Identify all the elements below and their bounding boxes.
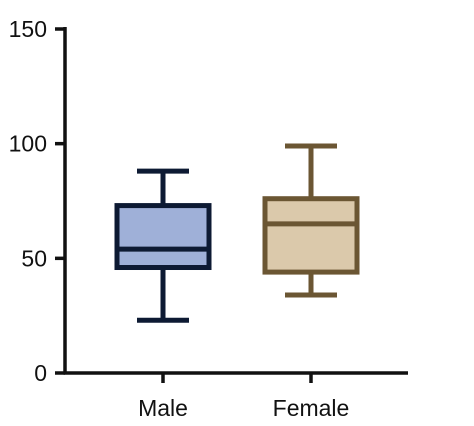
y-tick-label: 0 — [34, 360, 47, 386]
box-iqr — [262, 196, 360, 275]
box-male — [114, 168, 212, 323]
x-category-label-male: Male — [138, 395, 188, 421]
x-category-label-female: Female — [273, 395, 350, 421]
y-tick-label: 100 — [9, 131, 47, 157]
box-female — [262, 143, 360, 298]
y-ticks: 0 50 100 150 — [9, 16, 65, 386]
x-category-labels: Male Female — [138, 373, 349, 421]
y-tick-label: 150 — [9, 16, 47, 42]
boxes — [114, 143, 360, 323]
axes — [63, 27, 408, 375]
y-tick-label: 50 — [21, 245, 47, 271]
box-iqr — [114, 203, 212, 271]
